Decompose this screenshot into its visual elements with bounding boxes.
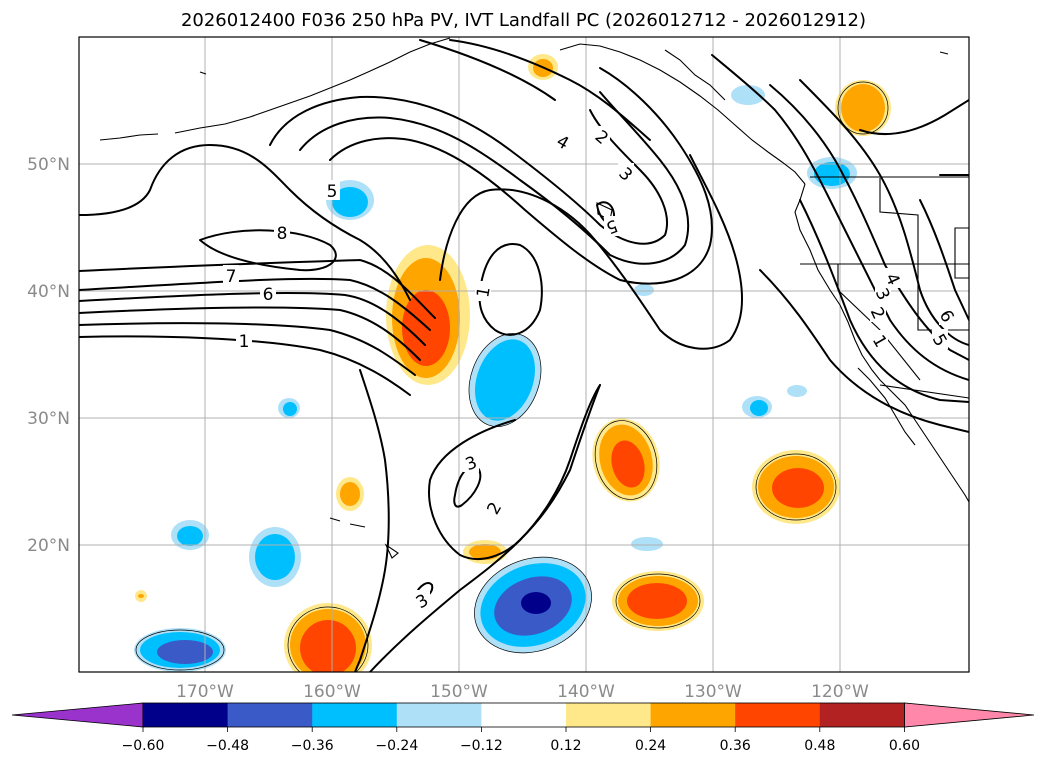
pv-shading [134, 54, 891, 672]
colorbar-tick-label: −0.48 [206, 738, 249, 754]
lon-label: 140°W [557, 682, 615, 702]
contour-label: 1 [239, 332, 250, 352]
colorbar-swatch [735, 703, 821, 727]
longitude-labels: 170°W 160°W 150°W 140°W 130°W 120°W [176, 682, 869, 702]
pv-anomaly-negative [787, 385, 807, 397]
pv-anomaly-negative [750, 400, 768, 416]
contour-label: 7 [226, 267, 237, 287]
lon-label: 130°W [684, 682, 742, 702]
pv-anomaly-negative [631, 537, 663, 551]
contour-label: 8 [277, 224, 288, 244]
lon-label: 120°W [811, 682, 869, 702]
colorbar-tick-label: 0.48 [804, 738, 835, 754]
colorbar-swatch [650, 703, 736, 727]
pv-anomaly-negative [731, 85, 765, 105]
pv-anomaly-positive [340, 482, 360, 506]
colorbar-tick-label: 0.60 [889, 738, 920, 754]
lon-label: 160°W [303, 682, 361, 702]
pv-anomaly-positive [772, 468, 824, 508]
colorbar-tick-label: 0.36 [720, 738, 751, 754]
lat-label: 50°N [27, 155, 70, 175]
pv-anomaly-positive [627, 583, 687, 619]
colorbar-swatches [11, 702, 1035, 732]
colorbar-frame [142, 702, 905, 728]
lon-label: 150°W [430, 682, 488, 702]
map-layers [79, 37, 969, 672]
pv-anomaly-negative [475, 339, 535, 421]
contour-label: 1 [473, 285, 495, 299]
colorbar-tick-label: −0.60 [122, 738, 165, 754]
contour-label-backgrounds [223, 126, 955, 610]
pv-anomaly-positive [138, 594, 144, 598]
pv-anomaly-positive [300, 620, 356, 672]
colorbar-swatch [819, 703, 905, 727]
pv-anomaly-negative [332, 187, 368, 217]
colorbar-tick-label: 0.24 [635, 738, 666, 754]
contour-label: 5 [327, 182, 338, 202]
pv-anomaly-positive [841, 84, 885, 132]
lat-label: 20°N [27, 536, 70, 556]
pv-anomaly-positive [402, 290, 450, 366]
colorbar-swatch [312, 703, 398, 727]
pv-anomaly-negative [634, 284, 654, 296]
colorbar-tick-label: −0.36 [291, 738, 334, 754]
pv-anomaly-negative [157, 640, 213, 664]
pv-anomaly-negative [814, 162, 850, 186]
colorbar-tick-label: −0.12 [460, 738, 503, 754]
pv-anomaly-negative [283, 402, 297, 416]
pv-anomaly-negative [521, 592, 551, 614]
pv-anomaly-positive [611, 440, 645, 488]
pv-anomaly-negative [177, 526, 203, 546]
latitude-labels: 20°N 30°N 40°N 50°N [27, 155, 70, 556]
colorbar-extend-min [11, 702, 144, 728]
colorbar-extend-max [904, 702, 1035, 728]
colorbar-swatch [396, 703, 482, 727]
pv-contours [79, 39, 969, 672]
lon-label: 170°W [176, 682, 234, 702]
colorbar: −0.60 −0.48 −0.36 −0.24 −0.12 0.12 0.24 … [11, 702, 1035, 754]
colorbar-tick-label: 0.12 [550, 738, 581, 754]
colorbar-swatch [143, 703, 229, 727]
gridlines [79, 37, 969, 672]
plot-frame [78, 36, 970, 673]
shading-outlines [135, 81, 889, 672]
colorbar-tick-label: −0.24 [375, 738, 418, 754]
colorbar-swatch [227, 703, 313, 727]
contour-label: 6 [263, 285, 274, 305]
lat-label: 30°N [27, 409, 70, 429]
colorbar-swatch [481, 703, 567, 727]
lat-label: 40°N [27, 282, 70, 302]
map-title: 2026012400 F036 250 hPa PV, IVT Landfall… [180, 10, 867, 31]
colorbar-ticks: −0.60 −0.48 −0.36 −0.24 −0.12 0.12 0.24 … [122, 738, 920, 754]
pv-anomaly-negative [255, 534, 295, 580]
coastlines [99, 37, 969, 559]
colorbar-swatch [566, 703, 652, 727]
